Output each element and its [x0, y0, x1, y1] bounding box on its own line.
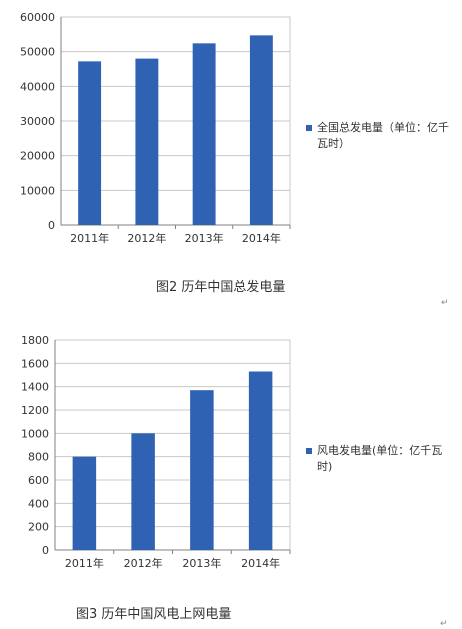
y-tick-label: 400: [28, 497, 49, 510]
x-tick-label: 2014年: [242, 231, 281, 245]
y-tick-label: 10000: [20, 184, 55, 197]
bar-2011年: [78, 61, 102, 225]
bar-2012年: [131, 433, 155, 550]
x-tick-label: 2013年: [182, 556, 221, 570]
x-tick-label: 2011年: [65, 556, 104, 570]
total-generation-legend: 全国总发电量（单位：亿千瓦时）: [306, 120, 456, 154]
total-generation-chart: 0 10000 20000 30000 40000 50000 60000 2011年 2012…: [0, 0, 462, 262]
y-tick-label: 1600: [21, 357, 49, 370]
x-tick-label: 2012年: [127, 231, 166, 245]
y-tick-label: 50000: [20, 46, 55, 59]
figure-2-caption: 图2 历年中国总发电量: [156, 280, 286, 295]
y-tick-label: 200: [28, 521, 49, 534]
y-tick-label: 0: [42, 544, 49, 557]
x-tick-label: 2014年: [241, 556, 280, 570]
wind-generation-chart: 0 200 400 600 800 1000 1200 1400 1600 1800 2011年 20…: [0, 330, 462, 592]
paragraph-mark-icon: ↵: [441, 298, 449, 308]
y-tick-label: 800: [28, 451, 49, 464]
y-tick-label: 20000: [20, 150, 55, 163]
bar-2013年: [192, 43, 216, 226]
wind-generation-plot: 0 200 400 600 800 1000 1200 1400 1600 1800 2011年 20…: [21, 334, 291, 570]
x-tick-label: 2013年: [185, 231, 224, 245]
y-tick-label: 60000: [20, 11, 55, 24]
y-tick-label: 1800: [21, 334, 49, 347]
y-tick-label: 40000: [20, 80, 55, 93]
y-tick-label: 1400: [21, 381, 49, 394]
x-tick-label: 2011年: [70, 231, 109, 245]
y-tick-label: 30000: [20, 115, 55, 128]
bar-2011年: [72, 456, 97, 550]
x-tick-label: 2012年: [124, 556, 163, 570]
y-tick-label: 0: [48, 219, 55, 232]
bar-2014年: [248, 371, 273, 550]
wind-generation-legend: 风电发电量(单位：亿千瓦时): [306, 443, 456, 477]
paragraph-mark-icon: ↵: [440, 619, 448, 629]
y-tick-label: 1200: [21, 404, 49, 417]
figure-3-caption: 图3 历年中国风电上网电量: [76, 607, 232, 622]
legend-swatch-icon: [306, 125, 312, 131]
bar-2014年: [249, 35, 273, 225]
bar-2013年: [190, 390, 214, 550]
legend-swatch-icon: [306, 448, 312, 454]
legend-label-wind-generation: 风电发电量(单位：亿千瓦时): [317, 444, 443, 473]
y-tick-label: 1000: [21, 427, 49, 440]
legend-label-total-generation: 全国总发电量（单位：亿千瓦时）: [317, 121, 449, 150]
bar-2012年: [135, 58, 159, 225]
y-tick-label: 600: [28, 474, 49, 487]
total-generation-plot: 0 10000 20000 30000 40000 50000 60000 2011年 2012…: [20, 11, 291, 245]
